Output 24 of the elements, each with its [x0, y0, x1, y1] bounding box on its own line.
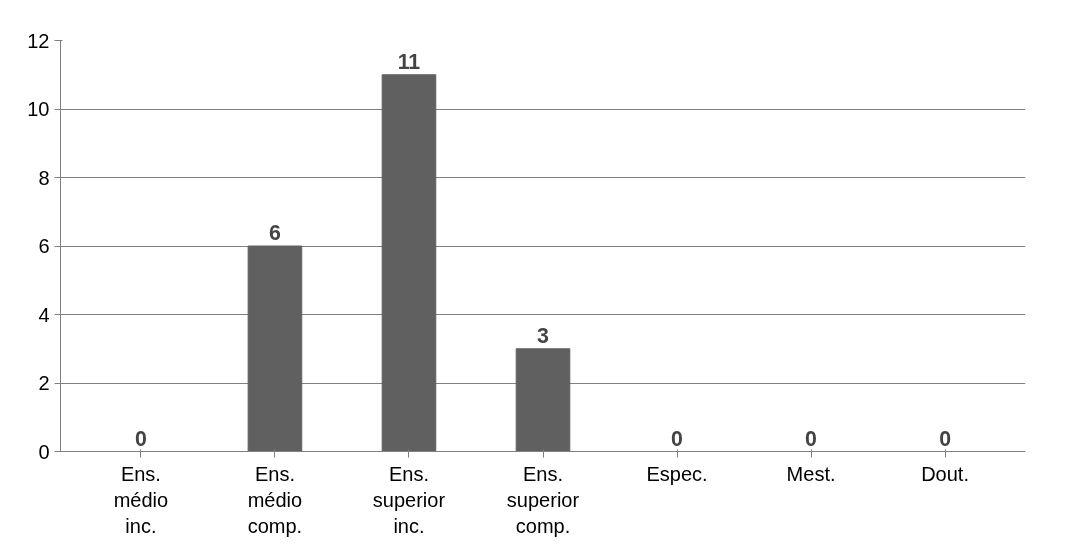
y-tick-label: 0 [38, 440, 50, 463]
y-tick-label: 8 [38, 166, 50, 189]
bar [247, 245, 303, 452]
x-tick-label: Ens. superior inc. [372, 462, 446, 538]
x-tick-label: Dout. [921, 462, 969, 485]
bar [381, 74, 437, 452]
data-label: 6 [269, 221, 282, 245]
y-tick-label: 2 [38, 372, 50, 394]
data-label: 0 [805, 426, 817, 451]
y-tick-label: 12 [27, 29, 50, 52]
y-tick-label: 6 [38, 235, 50, 257]
data-label: 3 [537, 323, 550, 348]
x-tick-label: Mest. [786, 462, 836, 485]
y-tick-label: 4 [38, 303, 50, 326]
x-tick-label: Ens. médio comp. [247, 462, 303, 538]
data-label: 11 [397, 49, 421, 74]
bar [515, 348, 571, 452]
x-tick-label: Ens. superior comp. [506, 462, 580, 538]
y-tick-label: 10 [27, 98, 50, 120]
x-tick-label: Ens. médio inc. [113, 462, 169, 538]
data-label: 0 [671, 426, 683, 451]
data-label: 0 [939, 426, 952, 451]
x-tick-label: Espec. [646, 462, 708, 485]
data-label: 0 [134, 426, 147, 451]
